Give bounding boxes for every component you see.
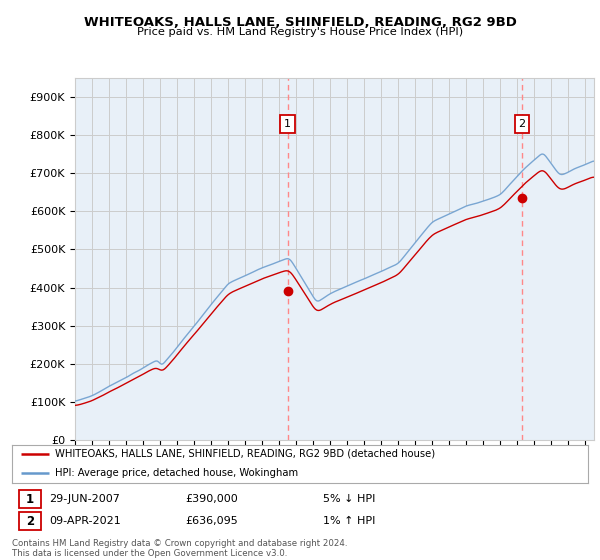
Text: Contains HM Land Registry data © Crown copyright and database right 2024.
This d: Contains HM Land Registry data © Crown c… xyxy=(12,539,347,558)
Text: HPI: Average price, detached house, Wokingham: HPI: Average price, detached house, Woki… xyxy=(55,468,298,478)
Text: 1: 1 xyxy=(284,119,291,129)
Text: 29-JUN-2007: 29-JUN-2007 xyxy=(49,494,121,504)
Text: WHITEOAKS, HALLS LANE, SHINFIELD, READING, RG2 9BD (detached house): WHITEOAKS, HALLS LANE, SHINFIELD, READIN… xyxy=(55,449,436,459)
Text: WHITEOAKS, HALLS LANE, SHINFIELD, READING, RG2 9BD: WHITEOAKS, HALLS LANE, SHINFIELD, READIN… xyxy=(83,16,517,29)
Text: Price paid vs. HM Land Registry's House Price Index (HPI): Price paid vs. HM Land Registry's House … xyxy=(137,27,463,37)
Text: 2: 2 xyxy=(26,515,34,528)
Text: 2: 2 xyxy=(518,119,526,129)
Text: £390,000: £390,000 xyxy=(185,494,238,504)
Bar xyxy=(19,512,41,530)
Text: 1% ↑ HPI: 1% ↑ HPI xyxy=(323,516,376,526)
Text: 09-APR-2021: 09-APR-2021 xyxy=(49,516,121,526)
Text: 1: 1 xyxy=(26,493,34,506)
Text: £636,095: £636,095 xyxy=(185,516,238,526)
Bar xyxy=(19,490,41,508)
Text: 5% ↓ HPI: 5% ↓ HPI xyxy=(323,494,376,504)
